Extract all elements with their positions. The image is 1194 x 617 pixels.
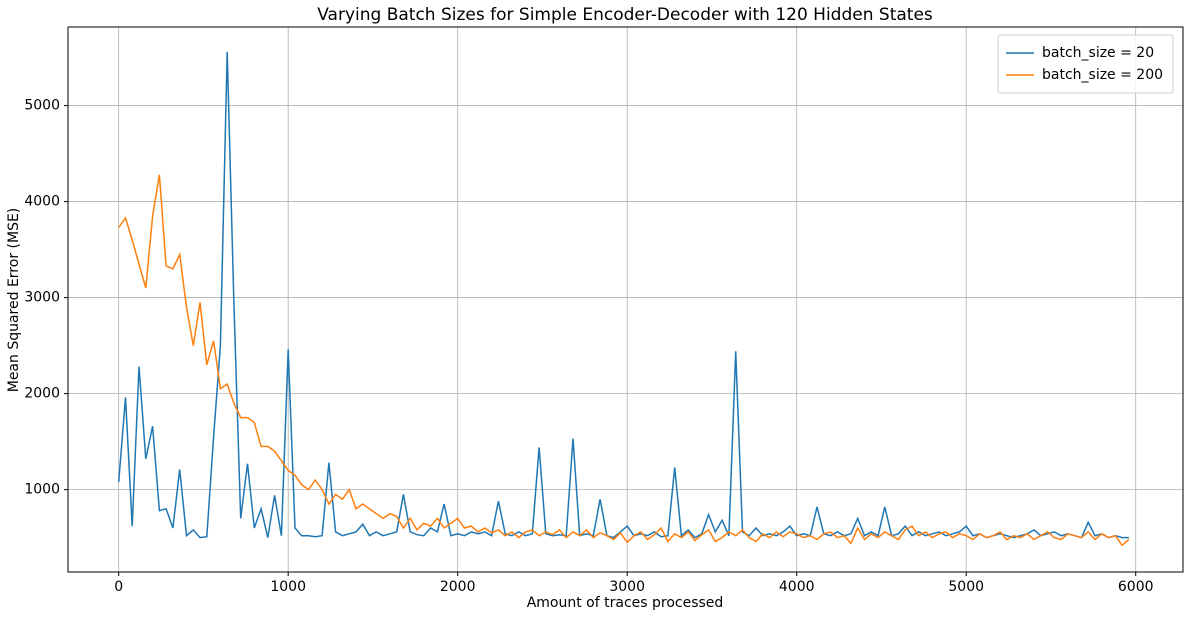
y-tick-label: 1000: [24, 482, 60, 498]
legend-label: batch_size = 20: [1042, 45, 1154, 61]
y-tick-label: 5000: [24, 98, 60, 114]
x-tick-label: 2000: [440, 579, 476, 595]
y-tick-label: 2000: [24, 386, 60, 402]
x-tick-label: 1000: [270, 579, 306, 595]
chart-title: Varying Batch Sizes for Simple Encoder-D…: [317, 5, 933, 25]
plot-frame: [67, 26, 1184, 573]
legend-label: batch_size = 200: [1042, 67, 1163, 83]
x-tick-label: 5000: [948, 579, 984, 595]
y-tick-label: 4000: [24, 194, 60, 210]
x-tick-label: 4000: [779, 579, 815, 595]
data-line: [118, 174, 1130, 547]
x-tick-label: 0: [114, 579, 123, 595]
x-tick-label: 3000: [609, 579, 645, 595]
y-axis-label: Mean Squared Error (MSE): [6, 208, 22, 393]
data-line: [117, 51, 1129, 539]
y-tick-label: 3000: [24, 290, 60, 306]
x-tick-label: 6000: [1118, 579, 1154, 595]
x-axis-label: Amount of traces processed: [527, 595, 724, 611]
legend-box: [997, 34, 1174, 94]
